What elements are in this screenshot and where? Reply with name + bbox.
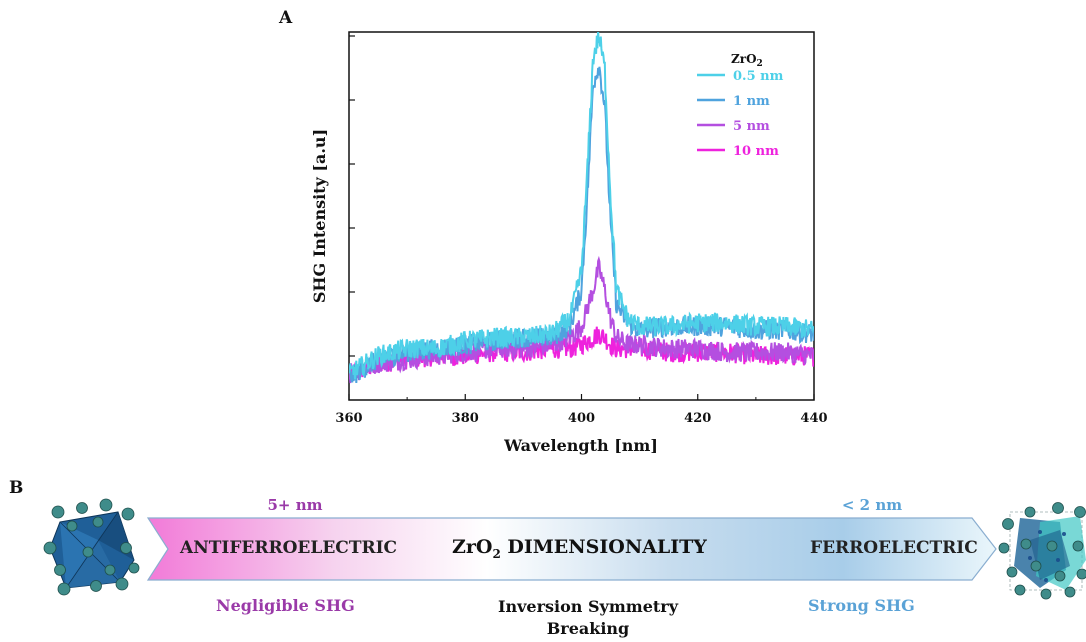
antiferroelectric-crystal-image [43, 498, 140, 596]
legend-title: ZrO2 [731, 52, 763, 69]
x-tick-label-0: 360 [335, 411, 362, 426]
ferroelectric-crystal-image [998, 502, 1086, 600]
x-tick-label-1: 380 [452, 411, 479, 426]
x-tick-label-4: 440 [800, 411, 827, 426]
x-tick-label-3: 420 [684, 411, 711, 426]
legend-label-2: 5 nm [733, 119, 770, 134]
x-axis-title: Wavelength [nm] [503, 436, 658, 455]
series-line-0 [349, 32, 814, 380]
legend: ZrO2 0.5 nm 1 nm 5 nm 10 nm [697, 52, 784, 159]
ferroelectric-label: FERROELECTRIC [810, 538, 978, 558]
x-tick-label-2: 400 [568, 411, 595, 426]
panel-b-label: B [9, 478, 24, 498]
legend-label-0: 0.5 nm [733, 69, 784, 84]
antiferroelectric-label: ANTIFERROELECTRIC [180, 538, 398, 558]
inversion-symmetry-caption: Inversion Symmetry Breaking [498, 597, 678, 638]
legend-label-1: 1 nm [733, 94, 770, 109]
legend-label-3: 10 nm [733, 144, 779, 159]
ferroelectric-thickness-label: < 2 nm [841, 496, 903, 514]
dimensionality-title: ZrO2 DIMENSIONALITY [452, 536, 707, 561]
dimensionality-arrow [146, 517, 997, 581]
panel-a-label: A [279, 8, 293, 28]
strong-shg-caption: Strong SHG [808, 596, 915, 615]
series-line-2 [349, 255, 814, 384]
antiferroelectric-thickness-label: 5+ nm [267, 496, 323, 514]
y-axis-title: SHG Intensity [a.u] [310, 129, 329, 303]
negligible-shg-caption: Negligible SHG [216, 596, 355, 615]
